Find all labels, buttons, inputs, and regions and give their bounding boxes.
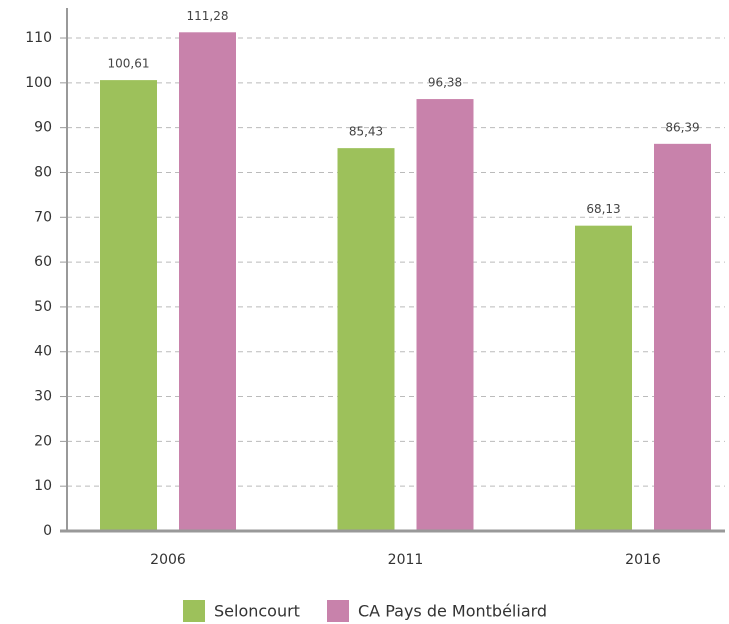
bar	[337, 148, 395, 531]
y-tick-label: 30	[34, 389, 52, 405]
legend-label: CA Pays de Montbéliard	[358, 602, 547, 621]
bar	[654, 143, 711, 531]
y-tick-label: 110	[25, 30, 52, 46]
y-tick-label: 80	[34, 164, 52, 180]
y-tick-label: 40	[34, 344, 52, 360]
legend-swatch	[183, 600, 205, 622]
y-tick-label: 0	[43, 523, 52, 539]
legend-label: Seloncourt	[214, 602, 300, 621]
y-tick-label: 60	[34, 254, 52, 270]
x-tick-label: 2006	[150, 552, 186, 568]
value-label: 85,43	[349, 125, 383, 139]
value-label: 86,39	[665, 120, 699, 134]
y-tick-label: 70	[34, 209, 52, 225]
bar	[100, 80, 157, 531]
value-label: 111,28	[187, 9, 229, 23]
value-label: 100,61	[108, 57, 150, 71]
value-label: 68,13	[586, 202, 620, 216]
x-tick-label: 2016	[625, 552, 661, 568]
y-tick-label: 20	[34, 433, 52, 449]
y-tick-label: 90	[34, 120, 52, 136]
bar	[179, 32, 236, 531]
y-tick-label: 100	[25, 75, 52, 91]
y-tick-label: 50	[34, 299, 52, 315]
x-tick-label: 2011	[388, 552, 424, 568]
bar	[416, 99, 474, 531]
value-label: 96,38	[428, 76, 462, 90]
bar	[575, 225, 632, 532]
y-tick-label: 10	[34, 478, 52, 494]
legend-swatch	[327, 600, 349, 622]
